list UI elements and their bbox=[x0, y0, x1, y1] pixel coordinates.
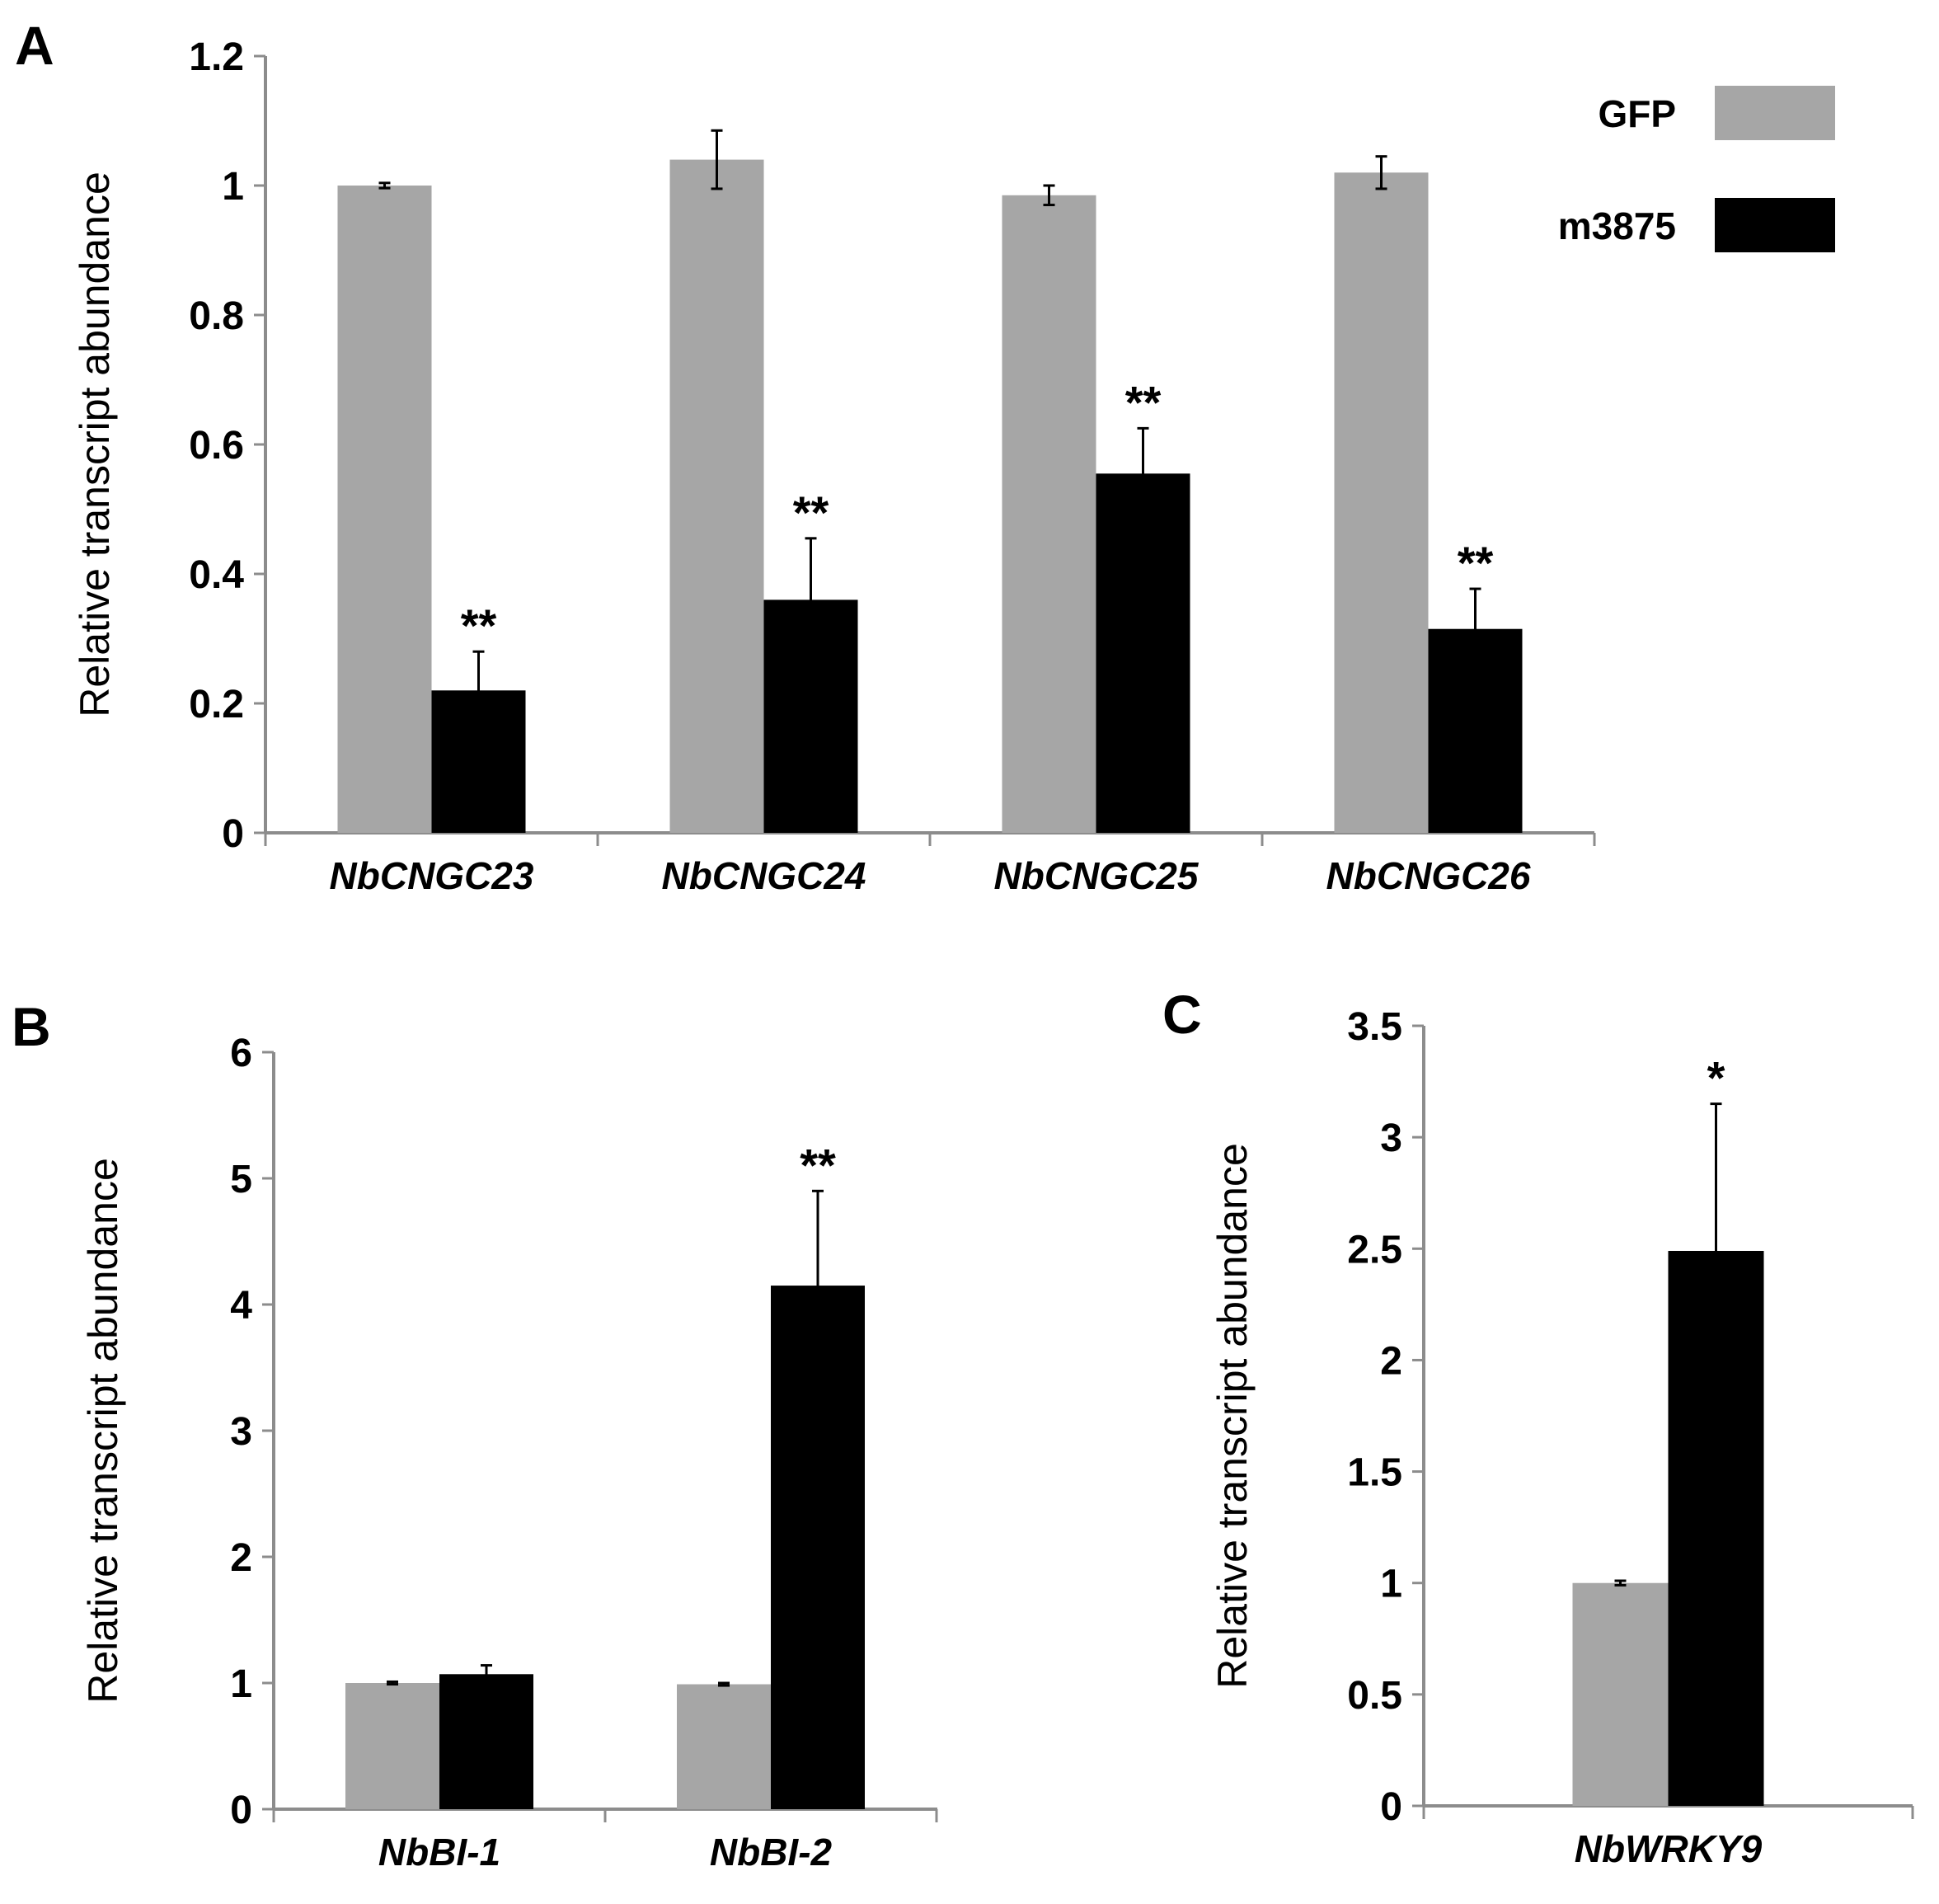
y-tick-label: 1.5 bbox=[1347, 1451, 1402, 1495]
bar-gfp-nbwrky9 bbox=[1572, 1582, 1669, 1806]
bar-gfp-nbbi-1 bbox=[345, 1683, 439, 1809]
legend-label-m3875: m3875 bbox=[1558, 205, 1676, 247]
y-tick-label: 2 bbox=[1380, 1339, 1402, 1383]
panel-letter: A bbox=[15, 15, 54, 76]
y-tick-label: 4 bbox=[230, 1284, 252, 1328]
y-tick-label: 6 bbox=[230, 1032, 252, 1075]
y-tick-label: 2.5 bbox=[1347, 1228, 1402, 1272]
y-tick-label: 2 bbox=[230, 1536, 252, 1580]
significance-label: * bbox=[1707, 1052, 1725, 1104]
x-category-label: NbBI-2 bbox=[710, 1831, 833, 1873]
y-tick-label: 1 bbox=[1380, 1563, 1402, 1606]
legend-swatch-gfp bbox=[1715, 86, 1835, 140]
y-axis-title: Relative transcript abundance bbox=[72, 172, 118, 717]
significance-label: ** bbox=[461, 599, 497, 651]
chart-panel-b: B Relative transcript abundance 0 1 2 3 4 5 6 NbB… bbox=[12, 996, 938, 1873]
x-category-label: NbCNGC26 bbox=[1326, 854, 1531, 897]
y-tick-label: 0.6 bbox=[189, 424, 244, 468]
bar-gfp-nbcngc26 bbox=[1334, 172, 1429, 834]
y-tick-label: 5 bbox=[230, 1158, 252, 1201]
x-category-label: NbCNGC24 bbox=[662, 854, 866, 897]
y-tick-label: 3 bbox=[1380, 1117, 1402, 1160]
significance-label: ** bbox=[1458, 537, 1494, 589]
y-tick-label: 0.2 bbox=[189, 683, 244, 726]
chart-panel-a: A Relative transcript abundance 0 0.2 0.4 0.6… bbox=[15, 15, 1596, 897]
legend-label-gfp: GFP bbox=[1598, 92, 1676, 135]
x-category-label: NbCNGC23 bbox=[330, 854, 534, 897]
y-tick-label: 1 bbox=[222, 165, 244, 209]
legend: GFP m3875 bbox=[1558, 86, 1835, 252]
y-tick-label: 0 bbox=[1380, 1785, 1402, 1829]
y-tick-label: 0.5 bbox=[1347, 1674, 1402, 1718]
bar-m3875-nbcngc25 bbox=[1096, 473, 1190, 833]
panel-letter: B bbox=[12, 996, 51, 1057]
y-tick-label: 1.2 bbox=[189, 35, 244, 79]
y-axis-title: Relative transcript abundance bbox=[1209, 1143, 1256, 1689]
y-tick-label: 1 bbox=[230, 1662, 252, 1706]
x-category-label: NbCNGC25 bbox=[994, 854, 1200, 897]
x-category-label: NbWRKY9 bbox=[1575, 1827, 1763, 1870]
chart-panel-c: C Relative transcript abundance 0 0.5 1 1.5 2 2… bbox=[1162, 984, 1914, 1870]
significance-label: ** bbox=[800, 1139, 836, 1191]
bar-gfp-nbcngc23 bbox=[337, 186, 432, 833]
y-tick-label: 0 bbox=[230, 1789, 252, 1832]
y-tick-label: 3 bbox=[230, 1410, 252, 1454]
panel-letter: C bbox=[1162, 984, 1202, 1045]
y-axis-title: Relative transcript abundance bbox=[80, 1158, 126, 1704]
y-tick-label: 0.8 bbox=[189, 294, 244, 338]
significance-label: ** bbox=[1125, 376, 1162, 428]
y-tick-label: 0 bbox=[222, 812, 244, 856]
x-category-label: NbBI-1 bbox=[378, 1831, 500, 1873]
y-tick-label: 0.4 bbox=[189, 553, 244, 597]
bar-m3875-nbbi-1 bbox=[439, 1674, 533, 1809]
bar-gfp-nbbi-2 bbox=[677, 1684, 771, 1809]
bar-gfp-nbcngc24 bbox=[669, 159, 764, 834]
bar-gfp-nbcngc25 bbox=[1002, 195, 1096, 833]
significance-label: ** bbox=[793, 487, 829, 538]
legend-swatch-m3875 bbox=[1715, 198, 1835, 252]
y-tick-label: 3.5 bbox=[1347, 1005, 1402, 1049]
